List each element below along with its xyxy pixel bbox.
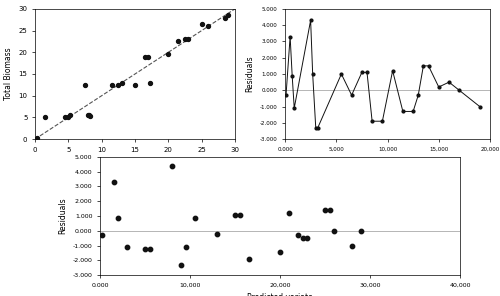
Point bbox=[98, 233, 106, 238]
Point bbox=[141, 246, 149, 251]
Point bbox=[85, 113, 93, 118]
Point bbox=[276, 249, 284, 254]
Point bbox=[114, 83, 122, 87]
Point bbox=[181, 37, 189, 42]
X-axis label: Predicted variate: Predicted variate bbox=[102, 158, 168, 167]
Point bbox=[164, 52, 172, 57]
Point bbox=[298, 236, 306, 241]
Y-axis label: Total Biomass: Total Biomass bbox=[4, 48, 13, 100]
Point bbox=[41, 115, 49, 120]
Point bbox=[357, 229, 365, 233]
X-axis label: Predicted variate: Predicted variate bbox=[247, 293, 313, 296]
X-axis label: Collar diameter: Collar diameter bbox=[358, 157, 418, 166]
Point bbox=[213, 231, 221, 236]
Point bbox=[108, 83, 116, 87]
Point bbox=[348, 243, 356, 248]
Point bbox=[224, 13, 232, 18]
Point bbox=[144, 54, 152, 59]
Point bbox=[303, 236, 311, 241]
Point bbox=[66, 113, 74, 118]
Point bbox=[321, 208, 329, 213]
Point bbox=[177, 263, 185, 267]
Point bbox=[123, 245, 131, 250]
Point bbox=[168, 163, 176, 168]
Point bbox=[110, 180, 118, 184]
Point bbox=[32, 136, 40, 141]
Point bbox=[244, 257, 252, 261]
Point bbox=[61, 115, 69, 120]
Point bbox=[236, 212, 244, 217]
Point bbox=[285, 211, 293, 215]
Point bbox=[114, 215, 122, 220]
Point bbox=[174, 39, 182, 44]
Point bbox=[330, 229, 338, 233]
Point bbox=[294, 233, 302, 238]
Point bbox=[146, 246, 154, 251]
Point bbox=[146, 80, 154, 85]
Point bbox=[221, 15, 229, 20]
Point bbox=[198, 22, 205, 26]
Point bbox=[84, 113, 92, 118]
Y-axis label: Residuals: Residuals bbox=[58, 198, 67, 234]
Y-axis label: Residuals: Residuals bbox=[245, 56, 254, 92]
Point bbox=[326, 208, 334, 213]
Point bbox=[204, 24, 212, 29]
Point bbox=[231, 212, 239, 217]
Point bbox=[141, 54, 149, 59]
Point bbox=[182, 245, 190, 250]
Point bbox=[131, 83, 139, 87]
Point bbox=[81, 83, 89, 87]
Point bbox=[184, 37, 192, 42]
Point bbox=[86, 114, 94, 118]
Point bbox=[118, 80, 126, 85]
Point bbox=[33, 136, 41, 141]
Point bbox=[64, 114, 72, 119]
Point bbox=[190, 215, 198, 220]
